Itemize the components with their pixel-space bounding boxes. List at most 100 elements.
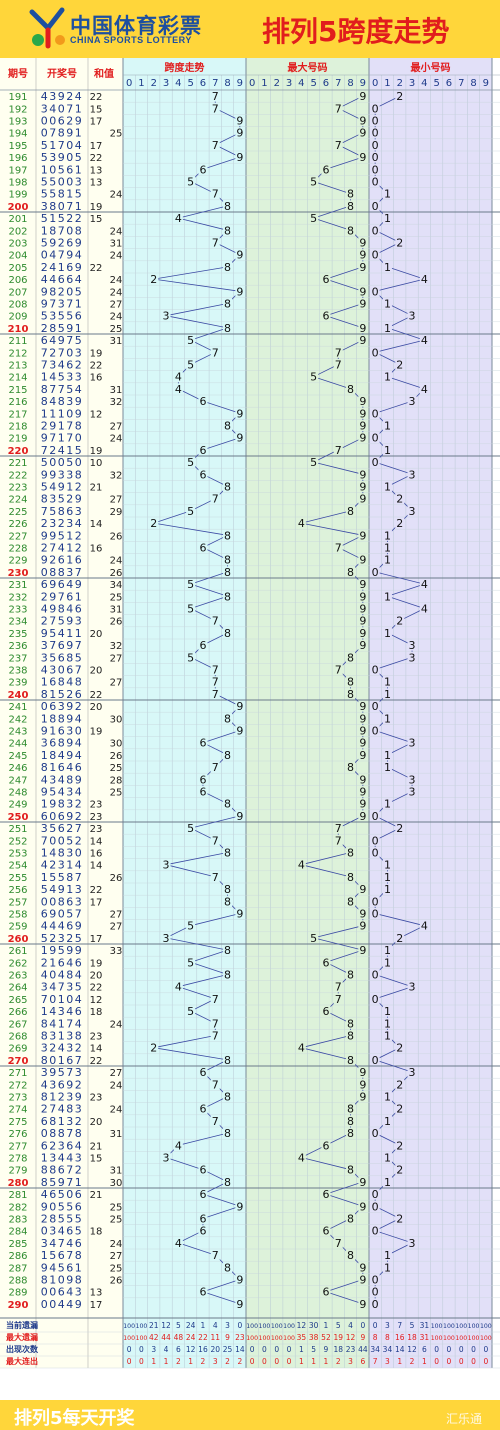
- period-cell: 191: [8, 92, 27, 103]
- max-point: 4: [298, 517, 305, 530]
- period-cell: 215: [8, 385, 27, 396]
- max-point: 9: [359, 749, 366, 762]
- stat-value-min: 0: [471, 1345, 476, 1354]
- max-point-bg: [346, 224, 356, 236]
- min-point-bg: [370, 810, 380, 822]
- stat-value-min: 6: [422, 1345, 427, 1354]
- max-trend-line: [301, 1047, 351, 1061]
- min-point-bg: [382, 688, 392, 700]
- number-cell: 44664: [41, 273, 84, 286]
- min-point-bg: [370, 969, 380, 980]
- span-point: 8: [224, 529, 231, 542]
- min-trend-line: [387, 376, 425, 390]
- sum-cell: 32: [110, 397, 123, 408]
- min-point-bg: [382, 529, 392, 541]
- stat-value-min: 1: [397, 1357, 402, 1366]
- max-point: 9: [359, 237, 366, 250]
- period-cell: 277: [8, 1141, 27, 1152]
- min-point: 3: [409, 737, 416, 750]
- max-point: 6: [322, 1005, 329, 1018]
- span-point: 8: [224, 554, 231, 567]
- min-point: 1: [384, 944, 391, 957]
- digit-header-min-7: 7: [458, 78, 464, 89]
- span-point-bg: [223, 1176, 233, 1188]
- span-point: 4: [175, 1237, 182, 1250]
- max-point: 8: [347, 676, 354, 689]
- span-point: 7: [212, 993, 219, 1006]
- max-point-bg: [333, 359, 343, 370]
- max-point: 8: [347, 969, 354, 982]
- span-point-bg: [198, 163, 208, 175]
- span-point: 8: [224, 481, 231, 494]
- max-point: 9: [359, 1200, 366, 1213]
- sum-cell: 12: [90, 995, 103, 1006]
- stat-value-span: 14: [235, 1345, 245, 1354]
- min-point: 0: [372, 224, 379, 237]
- span-point-bg: [223, 224, 233, 236]
- number-cell: 64975: [41, 334, 84, 347]
- span-point-bg: [210, 237, 220, 248]
- min-point: 4: [421, 920, 428, 933]
- span-point-bg: [198, 639, 208, 651]
- footer-text: 排列5每天开奖: [14, 1408, 135, 1429]
- span-point: 6: [199, 1188, 206, 1201]
- stat-value-span: 1: [201, 1321, 206, 1330]
- max-point-bg: [333, 346, 343, 358]
- max-point: 8: [347, 188, 354, 201]
- number-cell: 69057: [41, 908, 84, 921]
- period-cell: 233: [8, 605, 27, 616]
- span-point: 7: [212, 90, 219, 103]
- stat-value-min: 100: [480, 1323, 492, 1330]
- stat-value-min: 8: [385, 1333, 390, 1342]
- min-point: 1: [384, 1005, 391, 1018]
- stat-value-min: 100: [431, 1335, 443, 1342]
- stat-value-max: 1: [311, 1357, 316, 1366]
- max-point: 9: [359, 285, 366, 298]
- sum-cell: 20: [90, 1117, 103, 1128]
- max-point-bg: [346, 1213, 356, 1224]
- span-point: 7: [212, 237, 219, 250]
- min-point-bg: [407, 786, 417, 797]
- span-point-bg: [210, 1017, 220, 1029]
- period-cell: 244: [8, 739, 27, 750]
- stat-value-max: 0: [287, 1345, 292, 1354]
- min-point: 2: [396, 1078, 403, 1091]
- max-point-bg: [358, 261, 368, 273]
- number-cell: 70052: [41, 834, 84, 847]
- number-cell: 73462: [41, 359, 84, 372]
- min-point-bg: [370, 1274, 380, 1285]
- stat-value-min: 2: [410, 1357, 415, 1366]
- number-cell: 99338: [41, 468, 84, 481]
- min-point-bg: [370, 407, 380, 419]
- max-point: 9: [359, 395, 366, 408]
- digit-header-max-6: 6: [323, 78, 329, 89]
- sum-cell: 27: [110, 910, 123, 921]
- number-cell: 53905: [41, 151, 84, 164]
- sum-cell: 31: [110, 336, 123, 347]
- span-point: 8: [224, 224, 231, 237]
- max-point: 9: [359, 773, 366, 786]
- period-cell: 272: [8, 1080, 27, 1091]
- sum-cell: 24: [110, 275, 123, 286]
- sum-cell: 18: [90, 1007, 103, 1018]
- min-point: 2: [396, 615, 403, 628]
- max-point-bg: [358, 786, 368, 797]
- max-point-bg: [358, 1091, 368, 1102]
- span-point-bg: [198, 1164, 208, 1176]
- min-point: 0: [372, 1225, 379, 1238]
- max-point: 6: [322, 273, 329, 286]
- number-cell: 97170: [41, 432, 84, 445]
- max-point-bg: [358, 639, 368, 651]
- sum-cell: 14: [90, 836, 103, 847]
- span-trend-line: [165, 303, 228, 317]
- sum-cell: 25: [110, 1202, 123, 1213]
- sum-cell: 14: [90, 1044, 103, 1055]
- min-point-bg: [370, 847, 380, 858]
- max-point: 7: [335, 1237, 342, 1250]
- span-point: 8: [224, 1127, 231, 1140]
- stat-value-span: 3: [225, 1321, 230, 1330]
- min-point-bg: [370, 1298, 380, 1310]
- header-banner: 中国体育彩票 CHINA SPORTS LOTTERY 排列5跨度走势: [0, 0, 500, 58]
- number-cell: 14533: [41, 371, 84, 384]
- min-trend-line: [375, 461, 413, 475]
